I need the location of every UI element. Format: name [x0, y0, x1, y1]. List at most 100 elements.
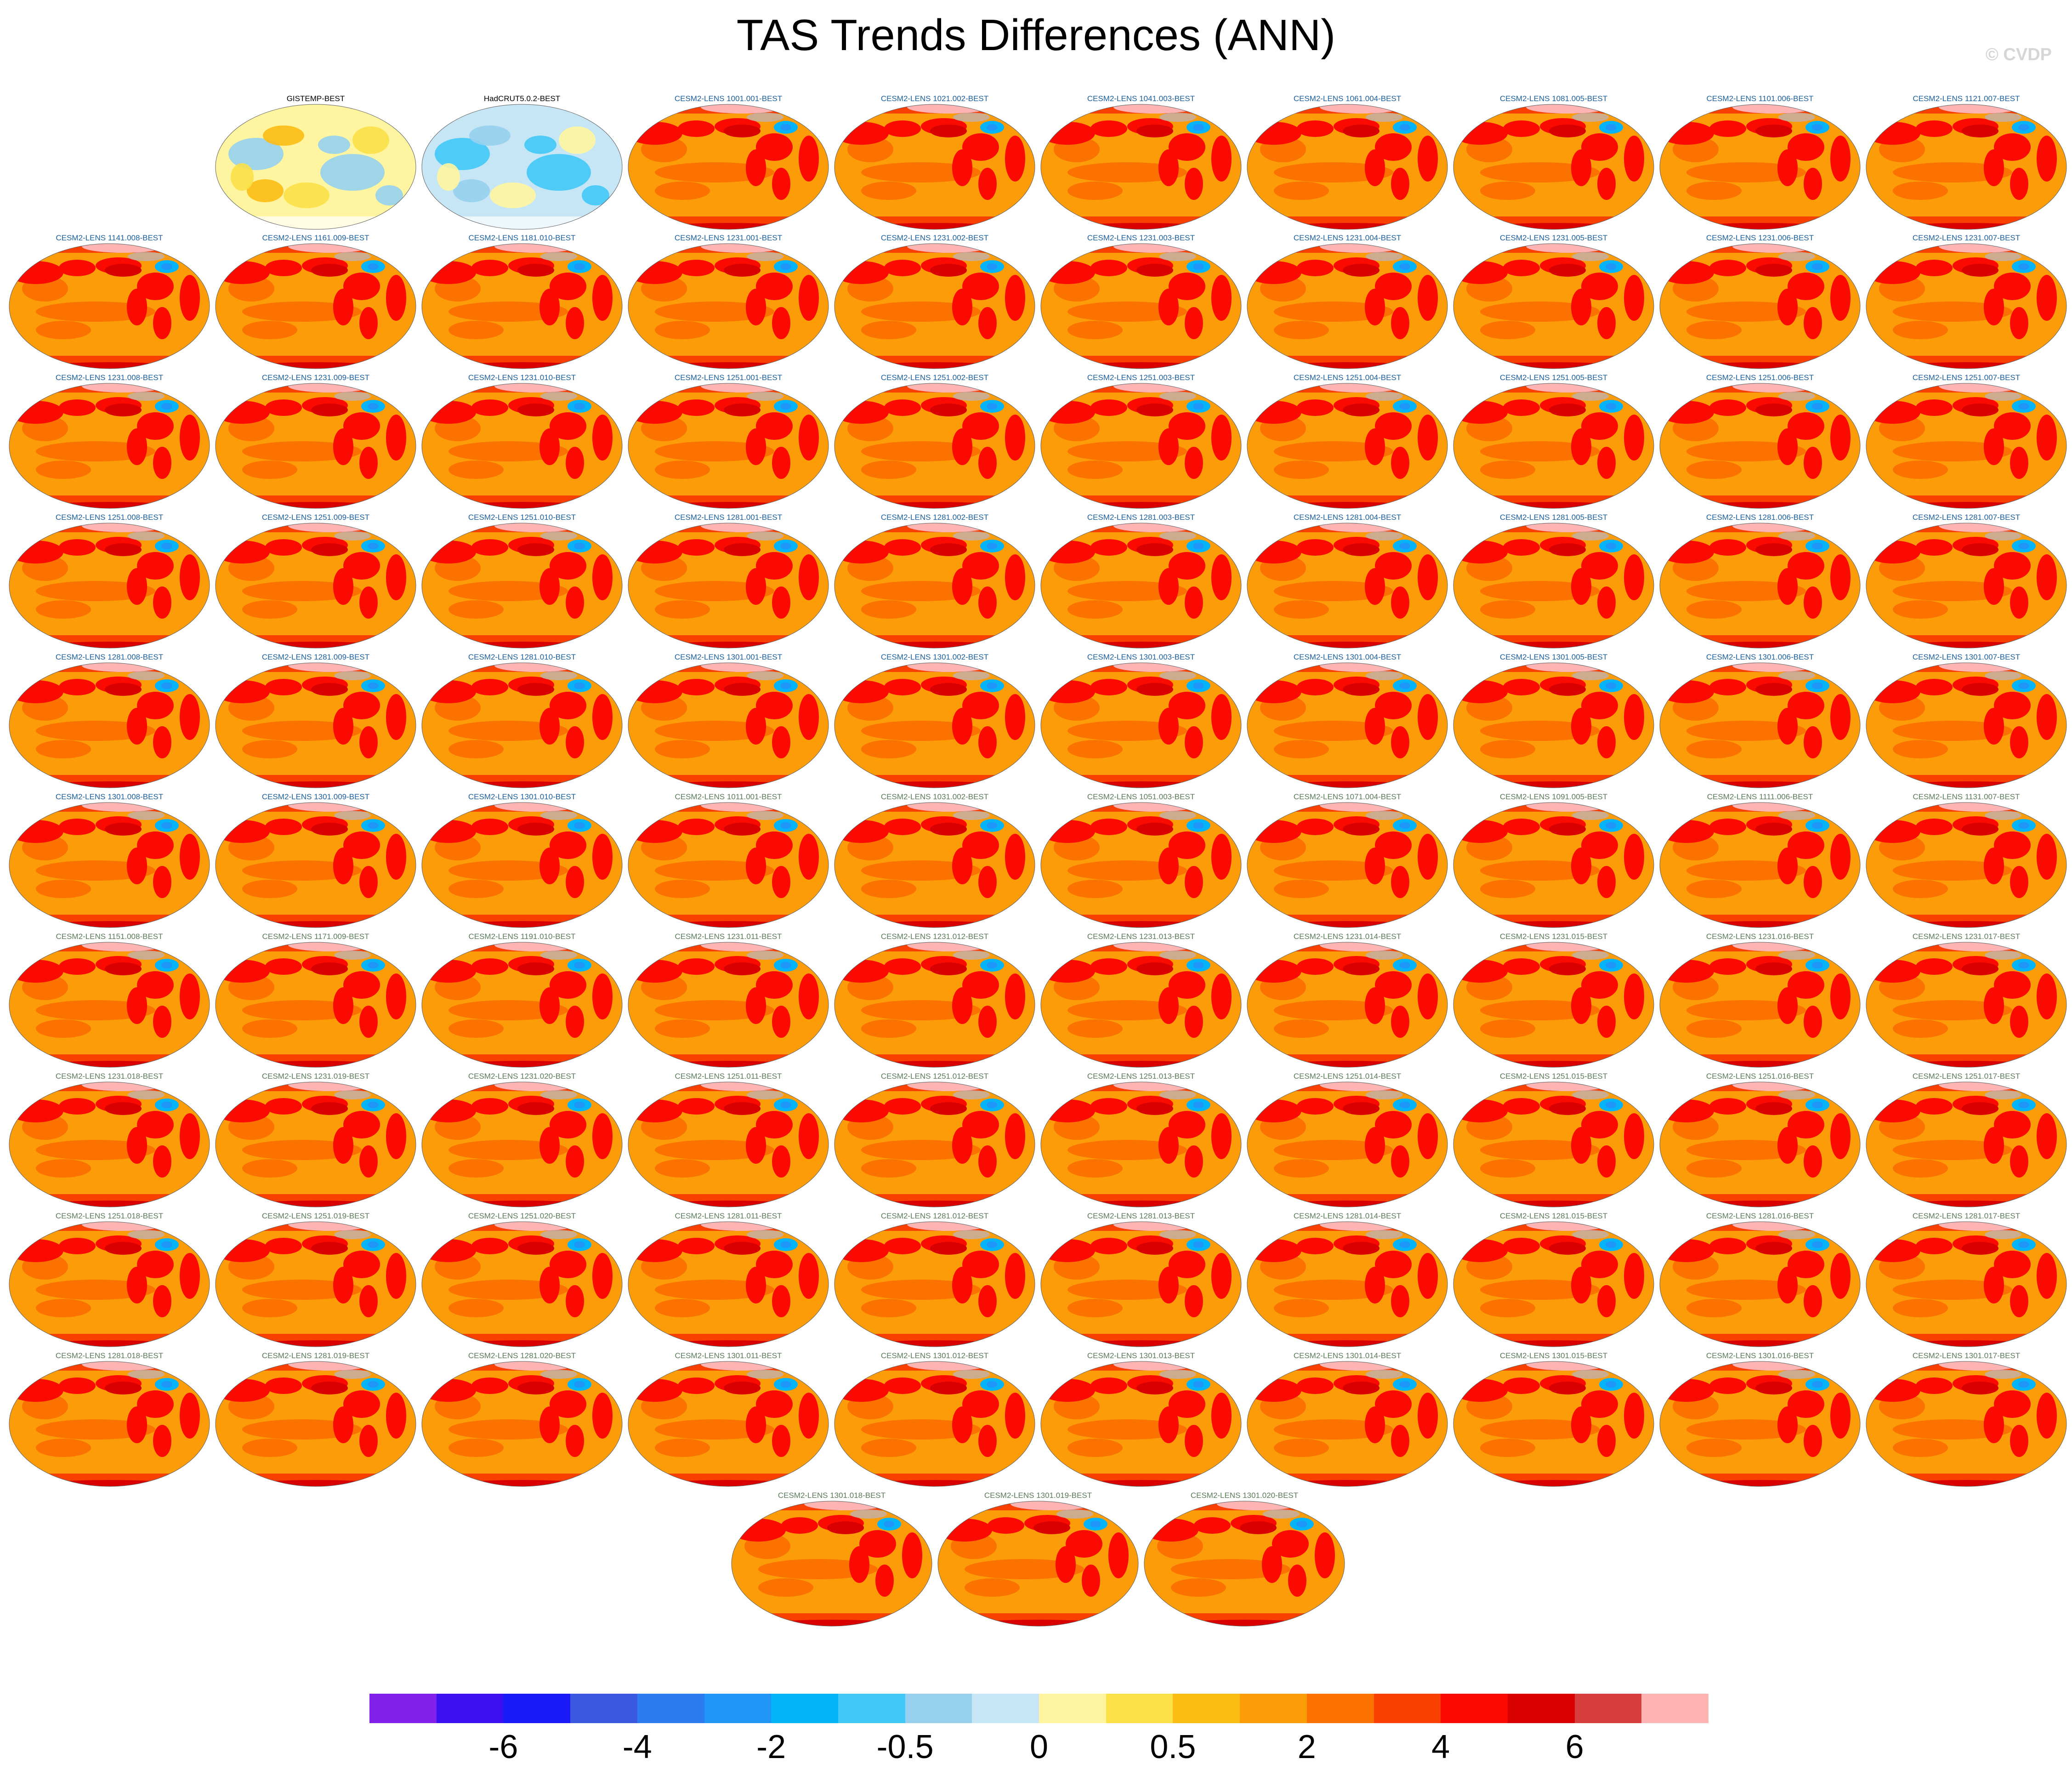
panel-label: CESM2-LENS 1301.016-BEST [1706, 1351, 1814, 1360]
map-panel: CESM2-LENS 1231.002-BEST [834, 233, 1036, 370]
map-panel: CESM2-LENS 1151.008-BEST [8, 932, 210, 1068]
panel-label: CESM2-LENS 1301.004-BEST [1293, 653, 1402, 661]
panel-label: CESM2-LENS 1251.005-BEST [1499, 373, 1608, 382]
map-panel: CESM2-LENS 1281.017-BEST [1865, 1212, 2067, 1348]
map-panel: CESM2-LENS 1301.019-BEST [937, 1491, 1139, 1627]
trend-map [1040, 243, 1242, 369]
trend-map [628, 662, 829, 788]
trend-map [1453, 523, 1654, 649]
panel-label: CESM2-LENS 1251.001-BEST [674, 373, 783, 382]
colorbar-box [838, 1694, 906, 1723]
colorbar-tick-label: 2 [1297, 1729, 1316, 1765]
map-panel: CESM2-LENS 1251.016-BEST [1659, 1072, 1861, 1208]
panel-label: CESM2-LENS 1231.007-BEST [1912, 233, 2021, 242]
map-panel: CESM2-LENS 1281.020-BEST [421, 1351, 623, 1487]
panel-label: CESM2-LENS 1301.017-BEST [1912, 1351, 2021, 1360]
panel-label: CESM2-LENS 1251.012-BEST [880, 1072, 989, 1081]
panel-label: GISTEMP-BEST [286, 94, 345, 103]
panel-label: CESM2-LENS 1231.011-BEST [675, 932, 782, 941]
map-panel: CESM2-LENS 1091.005-BEST [1453, 792, 1655, 928]
map-panel: CESM2-LENS 1301.004-BEST [1246, 653, 1448, 789]
map-panel: CESM2-LENS 1231.010-BEST [421, 373, 623, 509]
map-panel: CESM2-LENS 1251.005-BEST [1453, 373, 1655, 509]
colorbar-tick-label: -2 [756, 1729, 786, 1765]
map-panel: CESM2-LENS 1161.009-BEST [215, 233, 417, 370]
trend-map [1040, 1221, 1242, 1347]
trend-map [1040, 383, 1242, 509]
trend-map [1040, 1361, 1242, 1487]
trend-map [1144, 1501, 1345, 1627]
panel-label: CESM2-LENS 1281.005-BEST [1499, 513, 1608, 522]
panel-label: CESM2-LENS 1071.004-BEST [1293, 792, 1402, 801]
panel-label: CESM2-LENS 1301.007-BEST [1912, 653, 2021, 661]
map-panel: CESM2-LENS 1251.020-BEST [421, 1212, 623, 1348]
panel-label: CESM2-LENS 1281.018-BEST [55, 1351, 164, 1360]
panel-label: CESM2-LENS 1251.018-BEST [55, 1212, 164, 1220]
colorbar-tick-label: 0.5 [1150, 1729, 1196, 1765]
panel-label: CESM2-LENS 1301.002-BEST [880, 653, 989, 661]
map-panel: CESM2-LENS 1231.007-BEST [1865, 233, 2067, 370]
trend-map [628, 1221, 829, 1347]
trend-map [421, 523, 623, 649]
map-panel: CESM2-LENS 1081.005-BEST [1453, 94, 1655, 230]
map-panel: CESM2-LENS 1251.013-BEST [1040, 1072, 1242, 1208]
trend-map [215, 1081, 416, 1207]
panel-label: CESM2-LENS 1281.012-BEST [880, 1212, 989, 1220]
trend-map [1247, 1361, 1448, 1487]
map-panel: CESM2-LENS 1231.003-BEST [1040, 233, 1242, 370]
map-panel: CESM2-LENS 1041.003-BEST [1040, 94, 1242, 230]
trend-map [215, 942, 416, 1068]
trend-map [421, 1221, 623, 1347]
colorbar-tick-label: 6 [1565, 1729, 1584, 1765]
map-panel: CESM2-LENS 1301.008-BEST [8, 792, 210, 928]
colorbar-box [503, 1694, 571, 1723]
colorbar-box [972, 1694, 1039, 1723]
map-panel: CESM2-LENS 1251.011-BEST [627, 1072, 829, 1208]
map-panel: CESM2-LENS 1281.016-BEST [1659, 1212, 1861, 1348]
trend-map [1453, 383, 1654, 509]
map-panel: CESM2-LENS 1281.015-BEST [1453, 1212, 1655, 1348]
panel-label: CESM2-LENS 1231.019-BEST [261, 1072, 370, 1081]
colorbar-tick-label: 0 [1029, 1729, 1049, 1765]
panel-label: CESM2-LENS 1301.011-BEST [675, 1351, 782, 1360]
map-panel: CESM2-LENS 1231.001-BEST [627, 233, 829, 370]
map-panel: CESM2-LENS 1231.018-BEST [8, 1072, 210, 1208]
trend-map [215, 523, 416, 649]
panel-label: CESM2-LENS 1251.013-BEST [1087, 1072, 1195, 1081]
panel-label: CESM2-LENS 1301.008-BEST [55, 792, 164, 801]
trend-map [421, 662, 623, 788]
panel-label: CESM2-LENS 1131.007-BEST [1913, 792, 2020, 801]
panel-label: CESM2-LENS 1251.007-BEST [1912, 373, 2021, 382]
panel-label: CESM2-LENS 1051.003-BEST [1087, 792, 1195, 801]
map-panel: CESM2-LENS 1251.018-BEST [8, 1212, 210, 1348]
panel-label: CESM2-LENS 1251.006-BEST [1706, 373, 1814, 382]
map-panel: CESM2-LENS 1231.006-BEST [1659, 233, 1861, 370]
trend-map [1866, 802, 2067, 928]
map-panel: CESM2-LENS 1301.007-BEST [1865, 653, 2067, 789]
panel-label: CESM2-LENS 1281.004-BEST [1293, 513, 1402, 522]
panel-label: CESM2-LENS 1181.010-BEST [468, 233, 576, 242]
trend-map [9, 802, 210, 928]
panel-label: CESM2-LENS 1121.007-BEST [1913, 94, 2020, 103]
map-panel: CESM2-LENS 1231.014-BEST [1246, 932, 1448, 1068]
trend-map [215, 802, 416, 928]
panel-label: CESM2-LENS 1251.017-BEST [1912, 1072, 2021, 1081]
map-panel: CESM2-LENS 1301.011-BEST [627, 1351, 829, 1487]
map-panel: CESM2-LENS 1251.004-BEST [1246, 373, 1448, 509]
panel-label: CESM2-LENS 1251.010-BEST [468, 513, 576, 522]
map-panel: CESM2-LENS 1281.007-BEST [1865, 513, 2067, 649]
trend-map [9, 523, 210, 649]
map-panel: CESM2-LENS 1251.017-BEST [1865, 1072, 2067, 1208]
panel-label: CESM2-LENS 1141.008-BEST [56, 233, 163, 242]
panel-label: CESM2-LENS 1011.001-BEST [675, 792, 782, 801]
panel-label: CESM2-LENS 1281.015-BEST [1499, 1212, 1608, 1220]
panel-label: CESM2-LENS 1231.003-BEST [1087, 233, 1195, 242]
panel-label: CESM2-LENS 1251.014-BEST [1293, 1072, 1402, 1081]
trend-map [1040, 523, 1242, 649]
map-panel: CESM2-LENS 1061.004-BEST [1246, 94, 1448, 230]
trend-map [834, 802, 1035, 928]
map-panel: CESM2-LENS 1301.012-BEST [834, 1351, 1036, 1487]
map-panel: CESM2-LENS 1021.002-BEST [834, 94, 1036, 230]
trend-map [1040, 104, 1242, 230]
panel-label: CESM2-LENS 1021.002-BEST [880, 94, 989, 103]
